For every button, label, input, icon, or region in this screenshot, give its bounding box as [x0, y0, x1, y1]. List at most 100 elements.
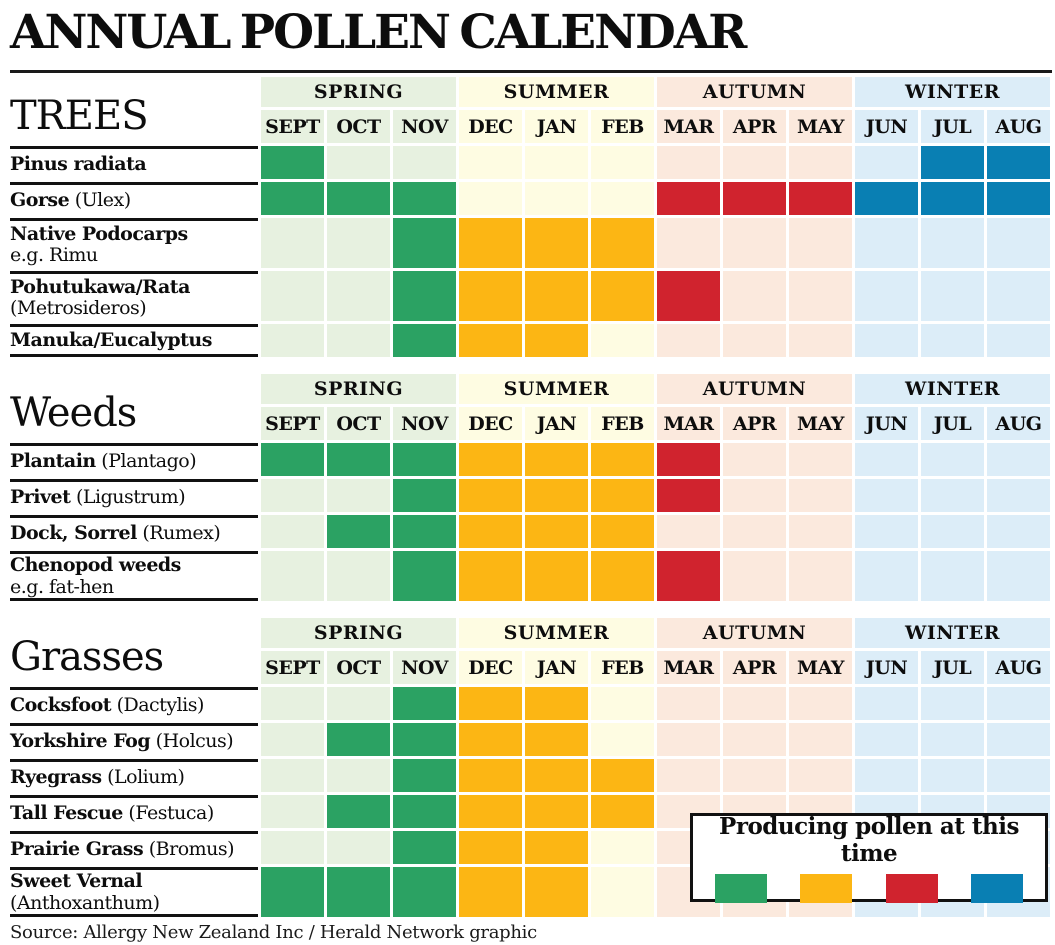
pollen-cell-green	[393, 723, 456, 757]
pollen-cell-yellow	[525, 218, 588, 269]
season-header-winter: WINTER	[855, 374, 1050, 405]
pollen-cell-green	[261, 146, 324, 180]
pollen-cell-yellow	[459, 218, 522, 269]
pollen-cell-green	[393, 795, 456, 829]
legend-swatch-red	[885, 873, 938, 903]
month-header-jun: JUN	[855, 407, 918, 441]
species-latin-name: (Lolium)	[101, 765, 185, 788]
pollen-cell-green	[393, 218, 456, 269]
pollen-cell-empty	[657, 324, 720, 358]
pollen-cell-empty	[393, 146, 456, 180]
month-header-jul: JUL	[921, 110, 984, 144]
pollen-cell-empty	[723, 759, 786, 793]
pollen-cell-yellow	[591, 443, 654, 477]
row-label: Manuka/Eucalyptus	[10, 324, 258, 358]
pollen-cell-empty	[261, 759, 324, 793]
pollen-cell-empty	[657, 687, 720, 721]
species-sub-label: (Anthoxanthum)	[10, 891, 160, 914]
pollen-cell-blue	[987, 146, 1050, 180]
month-header-oct: OCT	[327, 651, 390, 685]
pollen-cell-empty	[789, 479, 852, 513]
pollen-cell-empty	[261, 324, 324, 358]
pollen-cell-empty	[723, 551, 786, 602]
pollen-cell-yellow	[459, 324, 522, 358]
section-title-trees: TREES	[10, 93, 149, 140]
row-label: Dock, Sorrel (Rumex)	[10, 515, 258, 549]
pollen-cell-empty	[723, 443, 786, 477]
pollen-cell-empty	[525, 182, 588, 216]
row-label: Yorkshire Fog (Holcus)	[10, 723, 258, 757]
pollen-cell-empty	[855, 324, 918, 358]
pollen-cell-empty	[591, 687, 654, 721]
pollen-cell-blue	[921, 182, 984, 216]
season-header-spring: SPRING	[261, 618, 456, 649]
month-header-aug: AUG	[987, 110, 1050, 144]
legend-swatch-yellow	[800, 873, 853, 903]
pollen-cell-empty	[789, 551, 852, 602]
section-title-weeds: Weeds	[10, 390, 137, 437]
pollen-cell-yellow	[525, 831, 588, 865]
pollen-cell-empty	[855, 759, 918, 793]
month-header-aug: AUG	[987, 651, 1050, 685]
species-latin-name: (Ulex)	[69, 188, 131, 211]
pollen-cell-empty	[723, 271, 786, 322]
pollen-cell-empty	[327, 146, 390, 180]
pollen-cell-empty	[261, 795, 324, 829]
row-label: Plantain (Plantago)	[10, 443, 258, 477]
species-name: Sweet Vernal	[10, 870, 143, 893]
pollen-cell-green	[393, 479, 456, 513]
season-header-autumn: AUTUMN	[657, 618, 852, 649]
pollen-cell-yellow	[591, 479, 654, 513]
season-header-summer: SUMMER	[459, 77, 654, 108]
pollen-cell-empty	[327, 831, 390, 865]
pollen-cell-empty	[987, 324, 1050, 358]
species-name: Privet	[10, 485, 71, 508]
species-name: Tall Fescue	[10, 801, 123, 824]
pollen-cell-green	[393, 551, 456, 602]
month-header-jan: JAN	[525, 110, 588, 144]
month-header-may: MAY	[789, 110, 852, 144]
pollen-cell-yellow	[459, 515, 522, 549]
pollen-cell-green	[393, 182, 456, 216]
month-header-may: MAY	[789, 651, 852, 685]
pollen-cell-empty	[789, 218, 852, 269]
pollen-cell-empty	[987, 218, 1050, 269]
species-latin-name: (Rumex)	[136, 521, 221, 544]
pollen-cell-empty	[723, 723, 786, 757]
legend-title: Producing pollen at this time	[719, 812, 1019, 867]
pollen-cell-empty	[987, 723, 1050, 757]
month-header-feb: FEB	[591, 110, 654, 144]
pollen-cell-yellow	[525, 515, 588, 549]
pollen-cell-blue	[855, 182, 918, 216]
pollen-cell-empty	[789, 146, 852, 180]
pollen-cell-green	[393, 443, 456, 477]
pollen-cell-blue	[987, 182, 1050, 216]
month-header-feb: FEB	[591, 407, 654, 441]
pollen-cell-empty	[987, 687, 1050, 721]
section-weeds: Weeds SPRING SUMMER AUTUMN WINTER SEPT OCT NOV D…	[10, 374, 1052, 602]
pollen-cell-empty	[723, 218, 786, 269]
species-name: Prairie Grass	[10, 837, 144, 860]
month-header-dec: DEC	[459, 110, 522, 144]
pollen-cell-yellow	[591, 551, 654, 602]
masthead: ANNUAL POLLEN CALENDAR	[10, 4, 1052, 74]
pollen-cell-yellow	[459, 443, 522, 477]
row-label: Gorse (Ulex)	[10, 182, 258, 216]
pollen-cell-green	[261, 182, 324, 216]
pollen-cell-empty	[921, 479, 984, 513]
pollen-cell-empty	[327, 479, 390, 513]
pollen-cell-empty	[855, 218, 918, 269]
pollen-cell-empty	[591, 324, 654, 358]
pollen-cell-empty	[459, 146, 522, 180]
pollen-cell-yellow	[459, 831, 522, 865]
pollen-cell-red	[657, 479, 720, 513]
pollen-cell-empty	[591, 182, 654, 216]
month-header-apr: APR	[723, 110, 786, 144]
species-name: Plantain	[10, 449, 96, 472]
pollen-cell-empty	[261, 271, 324, 322]
pollen-cell-yellow	[525, 551, 588, 602]
pollen-cell-yellow	[525, 723, 588, 757]
pollen-cell-empty	[855, 146, 918, 180]
pollen-cell-empty	[261, 218, 324, 269]
pollen-cell-empty	[921, 723, 984, 757]
